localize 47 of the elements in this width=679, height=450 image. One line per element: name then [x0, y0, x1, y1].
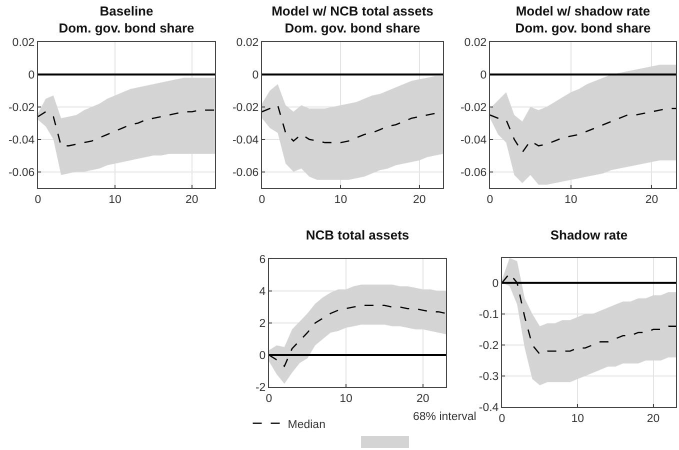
x-tick-label: 10: [571, 412, 584, 425]
y-tick-label: -0.1: [478, 308, 499, 321]
y-tick-label: 0.02: [12, 37, 35, 50]
x-tick-label: 20: [412, 194, 426, 206]
chart-title: Model w/ shadow rate: [516, 4, 650, 19]
y-tick-label: 4: [259, 286, 266, 298]
y-tick-label: -0.02: [8, 102, 35, 114]
x-tick-label: 20: [416, 392, 430, 405]
y-tick-label: -2: [255, 382, 266, 394]
y-tick-label: 0: [252, 69, 259, 82]
y-tick-label: -0.06: [232, 166, 259, 179]
x-tick-label: 10: [334, 194, 348, 206]
y-tick-label: -0.06: [8, 166, 35, 179]
x-tick-label: 10: [564, 194, 578, 206]
chart-title: Baseline: [100, 4, 154, 19]
chart-title: NCB total assets: [306, 228, 410, 243]
text: 68% interval: [413, 411, 476, 423]
y-tick-label: -0.3: [478, 370, 499, 383]
x-tick-label: 10: [340, 392, 352, 405]
y-tick-label: -0.02: [232, 102, 259, 114]
y-tick-label: -0.2: [478, 340, 499, 352]
y-tick-label: 0.02: [464, 37, 487, 50]
y-tick-label: 0.02: [236, 37, 259, 50]
y-tick-label: -0.04: [460, 134, 488, 146]
y-tick-label: 0: [259, 350, 266, 362]
y-tick-label: 0: [28, 69, 35, 82]
chart-title: Model w/ NCB total assets: [272, 4, 434, 19]
chart-subtitle: Dom. gov. bond share: [58, 20, 194, 36]
y-tick-label: -0.06: [460, 166, 487, 179]
y-tick-label: 0: [492, 278, 499, 290]
y-tick-label: 0: [480, 69, 487, 82]
x-tick-label: 20: [645, 194, 658, 206]
y-tick-label: -0.04: [8, 134, 36, 146]
y-tick-label: -0.04: [232, 134, 260, 146]
y-tick-label: 2: [259, 318, 266, 330]
y-tick-label: -0.02: [460, 102, 487, 114]
chart-subtitle: Dom. gov. bond share: [515, 20, 651, 36]
chart-subtitle: Dom. gov. bond share: [284, 20, 420, 36]
x-tick-label: 20: [186, 194, 198, 206]
line-series: [490, 108, 676, 153]
chart-title: Shadow rate: [550, 228, 628, 243]
y-tick-label: 6: [259, 254, 266, 266]
y-tick-label: -0.4: [478, 402, 500, 414]
x-tick-label: 20: [646, 412, 660, 425]
line-series: [38, 109, 215, 146]
legend-label: Median: [288, 418, 326, 431]
x-tick-label: 10: [108, 194, 122, 206]
